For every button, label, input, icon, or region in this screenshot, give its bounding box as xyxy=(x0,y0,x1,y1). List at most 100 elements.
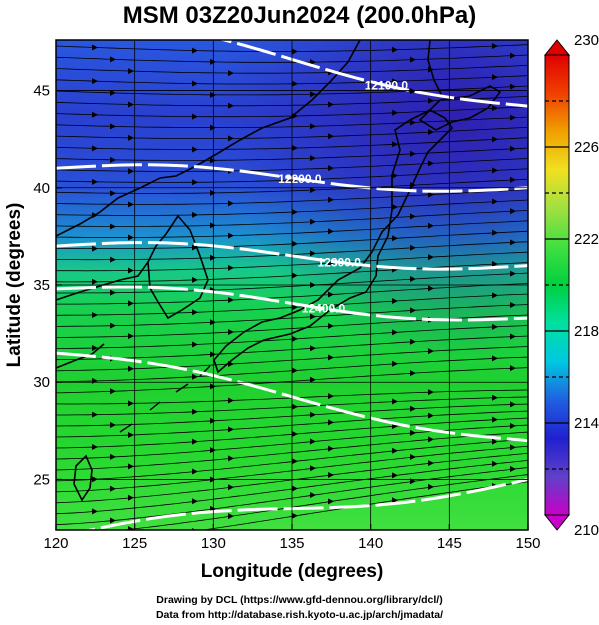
streamline-arrow xyxy=(510,270,516,277)
streamline xyxy=(56,241,528,261)
streamline-arrow xyxy=(128,68,134,75)
streamline-arrow xyxy=(310,91,316,98)
streamline-arrow xyxy=(228,70,234,77)
streamline-arrow xyxy=(392,447,398,454)
colorbar-tick-label: 214 xyxy=(574,415,599,432)
streamline-arrow xyxy=(92,508,98,515)
streamline-arrow xyxy=(528,343,534,349)
streamline-arrow xyxy=(292,272,298,279)
coastline-hokkaido xyxy=(418,85,502,131)
streamline-arrow xyxy=(510,239,516,246)
streamline-arrow xyxy=(392,398,398,405)
streamline-arrow xyxy=(328,354,334,361)
contour-label: 12300.0 xyxy=(318,255,362,269)
streamline-arrow xyxy=(128,365,134,372)
streamline-arrow xyxy=(492,105,498,112)
grid-lines xyxy=(56,40,528,530)
streamline-arrow xyxy=(328,393,334,400)
streamline-arrow xyxy=(92,78,98,85)
streamline-arrow xyxy=(292,458,298,465)
streamline-arrow xyxy=(492,261,498,268)
streamline-arrow xyxy=(510,365,516,372)
map-plot-area: 12100.0 12200.0 12300.0 12400.0 xyxy=(55,39,534,531)
streamline-arrow xyxy=(128,101,134,108)
streamline-arrow xyxy=(192,408,198,415)
streamline-arrow xyxy=(392,78,398,85)
streamline-arrow xyxy=(310,59,316,66)
streamline-arrow xyxy=(228,329,234,336)
streamline-arrow xyxy=(528,155,534,161)
streamline-arrow xyxy=(192,309,198,316)
streamline-arrow xyxy=(92,44,98,51)
streamline xyxy=(119,474,528,530)
streamline-arrow xyxy=(128,333,134,340)
streamline-arrow xyxy=(510,176,516,183)
streamline-arrow xyxy=(528,218,534,224)
streamline-arrow xyxy=(192,438,198,445)
streamline-arrow xyxy=(410,119,416,126)
streamline-arrow xyxy=(292,208,298,215)
streamline-arrow xyxy=(292,512,298,519)
streamline xyxy=(56,251,528,272)
streamline-arrow xyxy=(192,341,198,348)
streamline-arrow xyxy=(310,411,316,418)
y-tick-label: 40 xyxy=(33,180,50,197)
streamline-arrow xyxy=(428,460,434,467)
colorbar-ticks: 210 214 218 222 226 230 xyxy=(574,32,599,539)
streamline-arrow xyxy=(528,124,534,130)
streamline xyxy=(56,95,528,107)
streamline xyxy=(56,126,528,139)
streamline-arrow xyxy=(292,304,298,311)
coastline-japan xyxy=(213,109,454,374)
streamline-arrow xyxy=(110,190,116,197)
streamline-arrow xyxy=(110,485,116,492)
streamline-arrow xyxy=(228,484,234,491)
streamline xyxy=(56,403,528,427)
streamline-arrow xyxy=(128,494,134,501)
streamline xyxy=(56,431,528,471)
coastline-korea xyxy=(147,214,209,320)
y-tick-label: 35 xyxy=(33,277,50,294)
streamline-arrow xyxy=(292,335,298,342)
colorbar: 210 214 218 222 226 230 xyxy=(543,32,599,539)
streamline-arrow xyxy=(410,88,416,95)
colorbar-top-triangle xyxy=(543,39,571,56)
streamline xyxy=(56,335,528,361)
streamline-arrow xyxy=(428,483,434,490)
streamline-arrow xyxy=(128,201,134,208)
streamline-arrow xyxy=(510,466,516,473)
streamline-arrow xyxy=(228,102,234,109)
streamline xyxy=(56,283,528,305)
streamline-arrow xyxy=(528,280,534,286)
streamline-arrow xyxy=(528,186,534,192)
colorbar-tick-label: 222 xyxy=(574,231,599,248)
streamline-arrow xyxy=(292,485,298,492)
streamline-arrow xyxy=(128,526,134,530)
streamline-arrow xyxy=(92,344,98,351)
streamline-arrow xyxy=(192,498,198,505)
streamline-arrow xyxy=(510,401,516,408)
streamline-arrow xyxy=(510,145,516,152)
contour-label: 12100.0 xyxy=(365,79,409,93)
streamline-arrow xyxy=(92,245,98,252)
streamline-arrow xyxy=(492,355,498,362)
streamline-arrow xyxy=(110,388,116,395)
streamline-arrow xyxy=(128,400,134,407)
streamline-arrow xyxy=(92,311,98,318)
streamline xyxy=(56,147,528,161)
streamline xyxy=(56,189,528,205)
streamline-arrow xyxy=(528,249,534,255)
streamline xyxy=(56,210,528,227)
y-tick-label: 25 xyxy=(33,471,50,488)
streamline-arrow xyxy=(428,222,434,229)
streamline-arrow xyxy=(428,348,434,355)
streamline-arrow xyxy=(392,172,398,179)
streamline-arrow xyxy=(428,97,434,104)
streamline-arrow xyxy=(328,498,334,505)
x-tick-label: 125 xyxy=(122,535,147,552)
colorbar-tick-label: 226 xyxy=(574,139,599,156)
streamline-arrow xyxy=(410,150,416,157)
streamline-arrow xyxy=(410,338,416,345)
streamline xyxy=(56,85,528,96)
